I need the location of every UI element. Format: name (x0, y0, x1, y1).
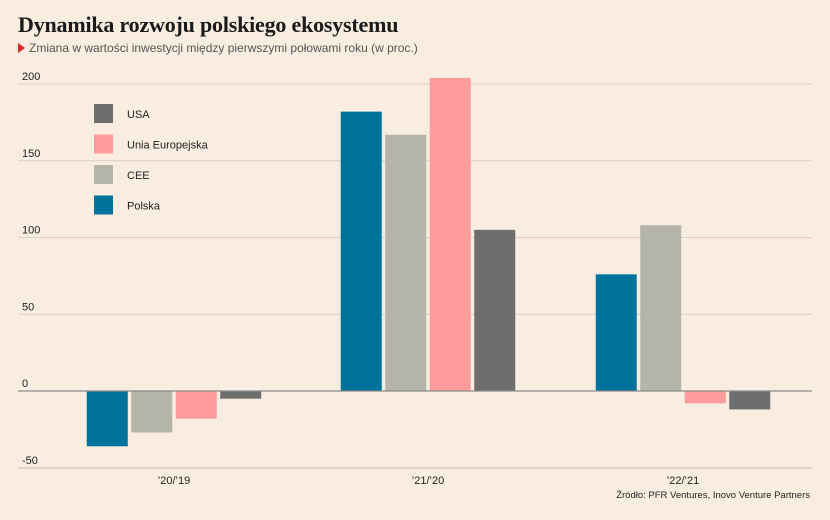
legend-label: USA (127, 109, 150, 121)
axes: -50 0 50 100 150 200 ’20/’19 ’21/’20 ’22/’21 (18, 71, 812, 487)
source-note: Źródło: PFR Ventures, Inovo Venture Part… (616, 490, 810, 501)
x-category-label: ’21/’20 (412, 475, 444, 487)
y-tick-label: 50 (22, 301, 34, 313)
legend-label: Polska (127, 201, 161, 213)
y-tick-label: -50 (22, 455, 38, 467)
x-category-label: ’22/’21 (667, 475, 699, 487)
bar-polska-1 (340, 111, 382, 391)
triangle-marker-icon (18, 43, 25, 53)
bar-unia-europejska-2 (684, 391, 726, 404)
y-tick-label: 0 (22, 378, 28, 390)
bar-cee-2 (640, 225, 682, 391)
x-category-label: ’20/’19 (158, 475, 190, 487)
chart-subtitle: Zmiana w wartości inwestycji między pier… (29, 41, 418, 55)
bar-usa-1 (474, 229, 516, 391)
legend-swatch (94, 165, 113, 184)
legend-swatch (94, 134, 113, 154)
chart-title: Dynamika rozwoju polskiego ekosystemu (18, 12, 399, 37)
bar-polska-0 (86, 391, 128, 447)
bars (86, 77, 771, 447)
legend-label: CEE (127, 170, 150, 182)
legend-swatch (94, 104, 113, 123)
bar-polska-2 (595, 274, 637, 391)
chart-subtitle-row: Zmiana w wartości inwestycji między pier… (18, 41, 418, 55)
bar-unia-europejska-0 (175, 391, 217, 419)
legend-swatch (94, 195, 113, 215)
y-tick-label: 150 (22, 148, 40, 160)
bar-cee-1 (385, 134, 427, 391)
bar-usa-0 (220, 391, 262, 399)
legend-label: Unia Europejska (127, 140, 209, 152)
bar-unia-europejska-1 (429, 77, 471, 392)
y-tick-label: 200 (22, 71, 40, 83)
y-tick-label: 100 (22, 225, 40, 237)
bar-usa-2 (729, 391, 771, 410)
bar-cee-0 (131, 391, 173, 433)
legend: USA Unia Europejska CEE Polska (94, 104, 209, 215)
